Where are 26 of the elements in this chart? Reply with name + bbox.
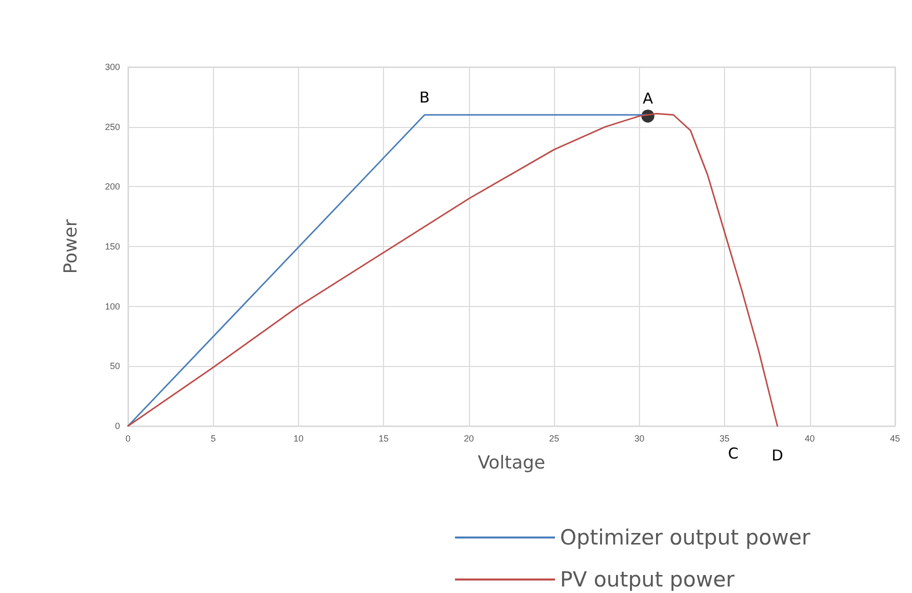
y-tick-label: 0 xyxy=(114,421,120,431)
line-series xyxy=(127,112,778,427)
x-tick-label: 30 xyxy=(634,434,644,444)
x-tick-label: 40 xyxy=(804,434,815,444)
x-tick-label: 45 xyxy=(890,434,900,444)
y-tick-label: 150 xyxy=(104,242,120,252)
y-tick-label: 200 xyxy=(104,182,120,192)
x-axis-title: Voltage xyxy=(478,452,546,474)
y-axis-title: Power xyxy=(60,218,82,274)
annotation: D xyxy=(772,446,784,464)
x-tick-label: 10 xyxy=(293,434,304,444)
x-tick-label: 15 xyxy=(378,434,389,444)
x-tick-label: 35 xyxy=(720,434,730,444)
y-tick-label: 100 xyxy=(104,301,120,312)
annotation: B xyxy=(419,88,430,106)
x-tick-label: 0 xyxy=(125,434,131,444)
y-tick-label: 300 xyxy=(104,62,120,72)
x-tick-label: 5 xyxy=(210,434,216,444)
annotation: A xyxy=(642,90,654,108)
x-tick-label: 20 xyxy=(464,434,474,444)
text: C xyxy=(728,444,738,462)
y-tick-label: 250 xyxy=(104,122,120,132)
y-tick-label: 50 xyxy=(110,361,120,372)
x-tick-label: 25 xyxy=(549,434,560,444)
legend-label: Optimizer output power xyxy=(560,526,811,550)
legend-label: PV output power xyxy=(560,568,735,592)
